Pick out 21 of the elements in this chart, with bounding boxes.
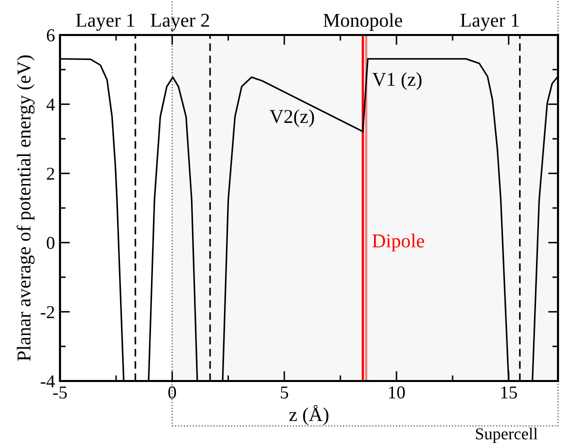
ref-line-label: Layer 1 [460, 14, 519, 31]
annotation: Dipole [372, 234, 424, 252]
x-axis-title: z (Å) [289, 405, 328, 426]
series-label: V1 (z) [372, 72, 422, 90]
x-tick-label: 0 [168, 386, 176, 399]
x-tick-label: 15 [501, 386, 517, 399]
y-axis-title: Planar average of potential energy (eV) [16, 55, 35, 361]
y-tick-label: 0 [46, 236, 54, 250]
y-tick-label: 4 [46, 98, 55, 110]
x-tick-label: 5 [280, 386, 288, 399]
y-tick-label: -4 [40, 375, 55, 388]
x-tick-label: 10 [389, 386, 405, 399]
y-tick-label: 2 [46, 168, 54, 180]
ref-line-label: Layer 2 [150, 14, 209, 31]
band-label: Supercell [476, 428, 538, 443]
y-tick-label: -2 [40, 306, 54, 318]
x-tick-label: -5 [53, 386, 67, 399]
ref-line-label: Monopole [323, 13, 402, 31]
series-label: V2(z) [270, 109, 314, 127]
y-tick-label: 6 [46, 29, 55, 42]
ref-line-label: Layer 1 [76, 14, 134, 31]
